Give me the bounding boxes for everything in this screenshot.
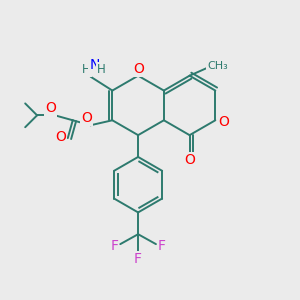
Text: O: O (184, 153, 195, 167)
Text: O: O (134, 62, 145, 76)
Text: N: N (89, 58, 100, 72)
Text: F: F (158, 239, 166, 253)
Text: CH₃: CH₃ (207, 61, 228, 71)
Text: H: H (97, 63, 106, 76)
Text: F: F (110, 239, 118, 253)
Text: O: O (218, 115, 229, 129)
Text: O: O (81, 111, 92, 125)
Text: H: H (82, 63, 91, 76)
Text: F: F (134, 252, 142, 266)
Text: O: O (56, 130, 66, 144)
Text: O: O (46, 101, 56, 116)
